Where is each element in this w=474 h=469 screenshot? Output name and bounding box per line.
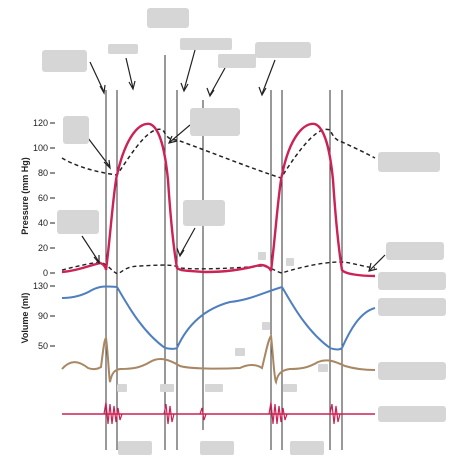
pressure-tick: 80 <box>38 168 48 178</box>
ecg-trace <box>61 333 376 386</box>
masked-labels <box>42 8 446 455</box>
label-mask-right-sounds <box>378 406 446 422</box>
volume-tick: 130 <box>33 281 48 291</box>
pressure-tick-marks <box>50 122 55 274</box>
label-mask-left-lower <box>57 210 99 234</box>
label-mask-right-aortic <box>378 152 440 172</box>
pressure-tick: 20 <box>38 243 48 253</box>
label-mask-top-4 <box>218 54 256 68</box>
pressure-tick: 100 <box>33 143 48 153</box>
label-mask-volume-1 <box>262 322 270 330</box>
label-mask-top-2 <box>108 44 138 54</box>
label-mask-ecg-5 <box>283 384 297 392</box>
pressure-ticks: 120 100 80 60 40 20 0 <box>33 118 48 278</box>
label-mask-pressure-2 <box>286 258 294 266</box>
heart-sounds-trace <box>62 401 375 425</box>
label-mask-right-ventricular <box>378 272 446 290</box>
label-mask-left-upper <box>63 116 89 144</box>
label-mask-top-3 <box>180 38 232 50</box>
label-mask-top-left <box>42 50 87 72</box>
atrial-pressure-curve <box>61 261 376 275</box>
pressure-tick: 40 <box>38 218 48 228</box>
pointer-arrows <box>81 49 386 272</box>
label-mask-right-atrial <box>386 242 444 260</box>
label-mask-right-volume <box>378 298 446 316</box>
label-mask-bottom-2 <box>200 441 234 455</box>
label-mask-ecg-3 <box>205 384 223 392</box>
label-mask-bottom-1 <box>118 441 152 455</box>
label-mask-center-lower <box>183 200 225 226</box>
volume-ticks: 130 90 50 <box>33 281 48 351</box>
label-mask-ecg-4 <box>235 348 245 356</box>
volume-tick: 90 <box>38 311 48 321</box>
aortic-pressure-curve <box>61 128 376 179</box>
label-mask-center-upper <box>190 108 240 136</box>
label-mask-top-center <box>147 8 189 28</box>
label-mask-right-ecg <box>378 362 446 380</box>
pressure-tick: 120 <box>33 118 48 128</box>
label-mask-ecg-1 <box>117 384 127 392</box>
pressure-axis-title: Pressure (mm Hg) <box>20 157 30 235</box>
label-mask-ecg-6 <box>318 364 328 372</box>
pressure-tick: 60 <box>38 193 48 203</box>
ventricular-pressure-curve <box>61 122 376 278</box>
label-mask-bottom-3 <box>290 441 324 455</box>
volume-axis-title: Volume (ml) <box>20 293 30 344</box>
label-mask-ecg-2 <box>160 384 174 392</box>
label-mask-top-5 <box>255 42 311 58</box>
volume-tick: 50 <box>38 341 48 351</box>
label-mask-pressure-1 <box>258 252 266 260</box>
volume-tick-marks <box>50 285 55 347</box>
pressure-tick: 0 <box>43 268 48 278</box>
ventricular-volume-curve <box>61 285 376 351</box>
